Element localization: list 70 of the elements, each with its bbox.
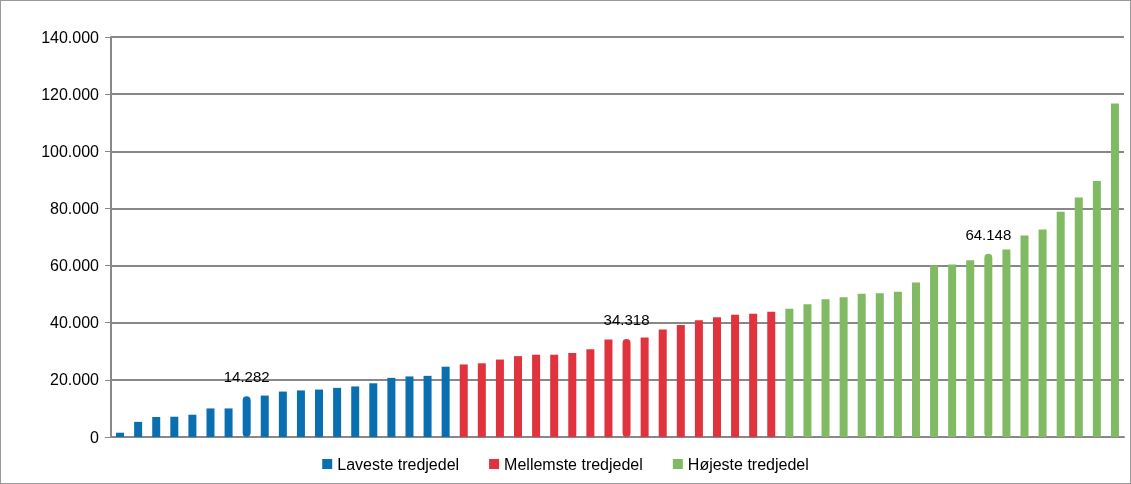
bar xyxy=(441,366,450,437)
bar xyxy=(170,416,179,437)
bar xyxy=(1020,235,1029,437)
bar xyxy=(640,337,649,437)
y-tick-label: 20.000 xyxy=(50,371,100,389)
bar xyxy=(514,356,523,437)
bar xyxy=(459,364,468,437)
bar xyxy=(387,377,396,437)
bar xyxy=(712,317,721,437)
bar xyxy=(857,293,866,437)
bar xyxy=(116,432,125,437)
bar xyxy=(893,291,902,437)
bar xyxy=(1038,229,1047,437)
bar xyxy=(694,320,703,437)
y-tick-label: 0 xyxy=(90,428,100,446)
y-tick-label: 40.000 xyxy=(50,314,100,332)
bar xyxy=(333,387,342,437)
legend-label: Laveste tredjedel xyxy=(337,455,460,473)
bar xyxy=(206,408,215,437)
y-tick-label: 100.000 xyxy=(41,142,100,160)
bar xyxy=(731,314,740,437)
y-tick-label: 80.000 xyxy=(50,199,100,217)
bar xyxy=(767,311,776,437)
bar xyxy=(1074,197,1083,437)
bar xyxy=(749,313,758,437)
bar xyxy=(984,253,993,437)
bar xyxy=(550,354,559,437)
bar xyxy=(351,386,360,437)
bar xyxy=(622,338,631,437)
bar xyxy=(839,297,848,437)
bar xyxy=(260,395,269,437)
bar xyxy=(568,353,577,437)
bar xyxy=(930,265,939,437)
bar xyxy=(1092,181,1101,437)
data-label: 14.282 xyxy=(223,368,270,386)
y-tick-label: 120.000 xyxy=(41,85,100,103)
bar xyxy=(803,304,812,437)
bar xyxy=(532,354,541,437)
bar xyxy=(188,414,197,437)
data-label: 34.318 xyxy=(603,310,650,328)
bar xyxy=(604,339,613,437)
bar xyxy=(966,260,975,437)
bar xyxy=(242,396,251,437)
bar xyxy=(676,325,685,437)
bar xyxy=(477,363,486,437)
bar xyxy=(658,329,667,437)
legend-label: Højeste tredjedel xyxy=(687,455,809,473)
bar xyxy=(495,359,504,437)
bar xyxy=(152,417,161,437)
bar xyxy=(1002,249,1011,437)
bar xyxy=(948,264,957,437)
bar xyxy=(315,389,324,437)
bar xyxy=(134,421,143,437)
bar xyxy=(405,376,414,437)
bar xyxy=(1110,103,1119,437)
y-tick-label: 60.000 xyxy=(50,257,100,275)
bar xyxy=(821,299,830,437)
bar xyxy=(278,391,287,437)
bar xyxy=(224,408,233,437)
bar xyxy=(1056,211,1065,437)
bar xyxy=(785,308,794,437)
bar xyxy=(875,293,884,437)
bar xyxy=(296,390,305,437)
legend-label: Mellemste tredjedel xyxy=(504,455,643,473)
bar xyxy=(586,349,595,437)
bar xyxy=(369,383,378,437)
bar xyxy=(423,375,432,437)
bar xyxy=(911,282,920,437)
y-tick-label: 140.000 xyxy=(41,28,100,46)
data-label: 64.148 xyxy=(965,225,1012,243)
